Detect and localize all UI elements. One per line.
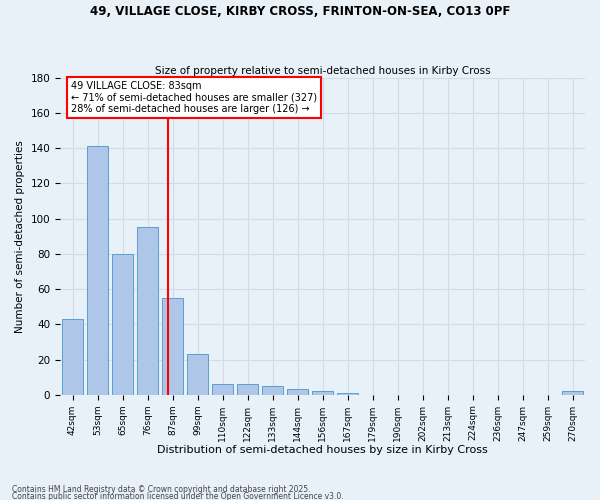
Bar	[262, 386, 283, 394]
Text: Contains public sector information licensed under the Open Government Licence v3: Contains public sector information licen…	[12, 492, 344, 500]
Text: 49, VILLAGE CLOSE, KIRBY CROSS, FRINTON-ON-SEA, CO13 0PF: 49, VILLAGE CLOSE, KIRBY CROSS, FRINTON-…	[90, 5, 510, 18]
Bar	[137, 228, 158, 394]
X-axis label: Distribution of semi-detached houses by size in Kirby Cross: Distribution of semi-detached houses by …	[157, 445, 488, 455]
Bar	[62, 319, 83, 394]
Bar	[237, 384, 258, 394]
Text: 49 VILLAGE CLOSE: 83sqm
← 71% of semi-detached houses are smaller (327)
28% of s: 49 VILLAGE CLOSE: 83sqm ← 71% of semi-de…	[71, 81, 317, 114]
Bar	[287, 390, 308, 394]
Y-axis label: Number of semi-detached properties: Number of semi-detached properties	[15, 140, 25, 332]
Bar	[162, 298, 183, 394]
Bar	[212, 384, 233, 394]
Bar	[337, 393, 358, 394]
Bar	[187, 354, 208, 395]
Text: Contains HM Land Registry data © Crown copyright and database right 2025.: Contains HM Land Registry data © Crown c…	[12, 486, 311, 494]
Title: Size of property relative to semi-detached houses in Kirby Cross: Size of property relative to semi-detach…	[155, 66, 490, 76]
Bar	[562, 391, 583, 394]
Bar	[87, 146, 108, 394]
Bar	[112, 254, 133, 394]
Bar	[312, 391, 333, 394]
